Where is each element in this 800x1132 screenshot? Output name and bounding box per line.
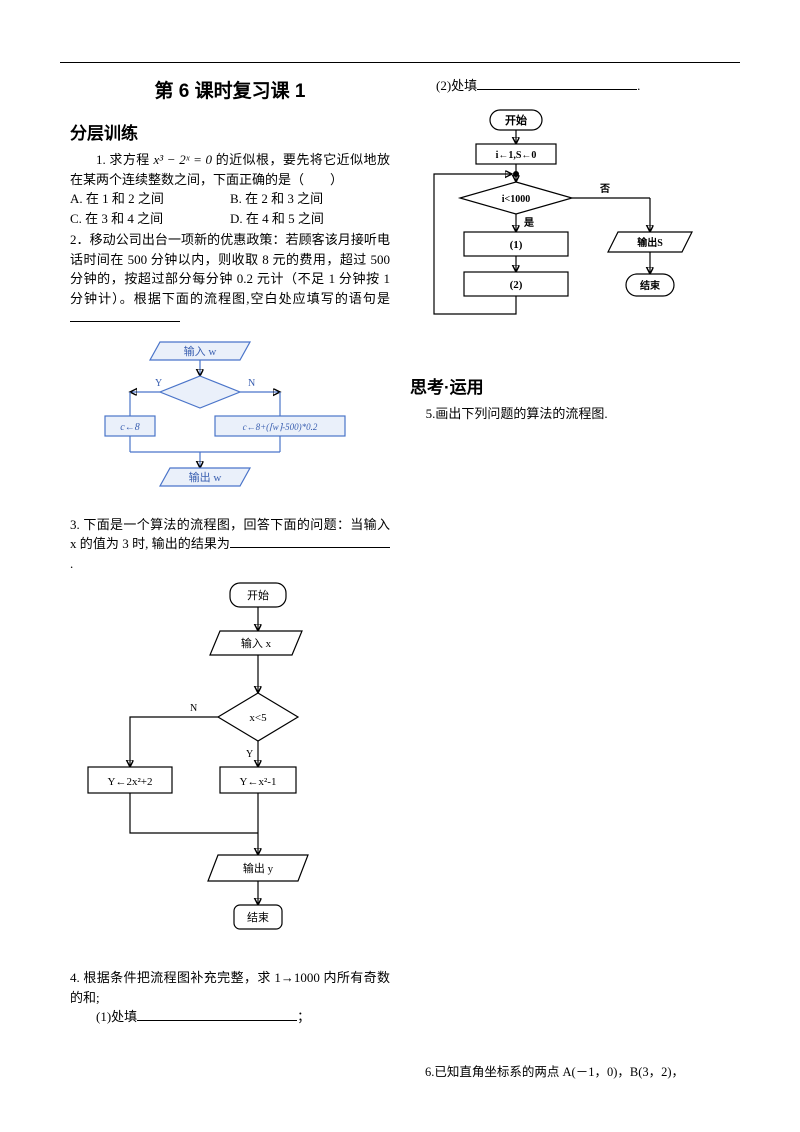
right-column: (2)处填. 开始 i←1,S←0 i<1000 否 输出S <box>410 76 730 1082</box>
q4-no: 否 <box>599 183 610 195</box>
q4-flowchart: 开始 i←1,S←0 i<1000 否 输出S 结束 是 <box>420 104 720 344</box>
line <box>130 717 218 767</box>
q6: 6.已知直角坐标系的两点 A(－1，0)，B(3，2)， <box>410 1063 730 1082</box>
q3-n: N <box>190 703 197 714</box>
q1-opt-b: B. 在 2 和 3 之间 <box>230 189 390 209</box>
page: 第 6 课时复习课 1 分层训练 1. 求方程 x³ − 2ˣ = 0 的近似根… <box>0 0 800 1132</box>
q3-blank <box>230 535 390 548</box>
q3-right: Y←x²-1 <box>240 776 277 788</box>
q1-opt-c: C. 在 3 和 4 之间 <box>70 209 230 229</box>
q1-stem: 1. 求方程 x³ − 2ˣ = 0 的近似根，要先将它近似地放在某两个连续整数… <box>70 150 390 189</box>
q4-sub1: (1)处填 ； <box>70 1007 390 1027</box>
q4-2-blank <box>477 77 637 90</box>
q3-out: 输出 y <box>243 861 274 875</box>
q3-cond: x<5 <box>249 712 267 724</box>
q4-b2: (2) <box>510 279 523 291</box>
q3-left: Y←2x²+2 <box>108 776 153 788</box>
q3-y: Y <box>246 749 253 760</box>
q4-2-dot: . <box>637 78 640 93</box>
q3-end: 结束 <box>247 911 269 924</box>
q4-stem: 4. 根据条件把流程图补充完整，求 1→1000 内所有奇数的和; <box>70 968 390 1007</box>
q2-out-text: 输出 w <box>189 470 222 484</box>
q4-1-blank <box>137 1008 297 1021</box>
q2-text: 2．移动公司出台一项新的优惠政策：若顾客该月接听电话时间在 500 分钟以内，则… <box>70 232 390 306</box>
loop-dot <box>513 171 519 177</box>
q4-out: 输出S <box>637 236 663 249</box>
section-train: 分层训练 <box>70 119 390 144</box>
q2-flowchart: 输入 w Y N c←8 c←8+(⌈w⌉-500)*0.2 输出 w <box>100 334 360 504</box>
q4-cond: i<1000 <box>502 194 530 205</box>
q3-b: . <box>70 556 73 571</box>
q1-opt-a: A. 在 1 和 2 之间 <box>70 189 230 209</box>
q3-in: 输入 x <box>241 636 272 650</box>
q4-2-label: (2)处填 <box>436 78 477 93</box>
q1-expr: x³ − 2ˣ = 0 <box>153 152 212 167</box>
q2-y: Y <box>155 378 162 389</box>
q2-blank <box>70 309 180 322</box>
line <box>130 793 258 833</box>
section-think: 思考·运用 <box>410 373 730 398</box>
q2-left-text: c←8 <box>120 422 139 433</box>
left-column: 第 6 课时复习课 1 分层训练 1. 求方程 x³ − 2ˣ = 0 的近似根… <box>70 76 390 1027</box>
q4-start: 开始 <box>505 113 527 127</box>
q2-input-text: 输入 w <box>184 344 217 358</box>
q3-stem: 3. 下面是一个算法的流程图，回答下面的问题：当输入 x 的值为 3 时, 输出… <box>70 515 390 574</box>
q4-sub2: (2)处填. <box>410 76 730 96</box>
q2-n: N <box>248 378 255 389</box>
q4-b1: (1) <box>510 239 523 251</box>
q4-init: i←1,S←0 <box>496 150 537 161</box>
q5: 5.画出下列问题的算法的流程图. <box>410 404 730 424</box>
top-rule <box>60 62 740 63</box>
page-title: 第 6 课时复习课 1 <box>70 76 390 103</box>
q4-yes: 是 <box>523 217 534 229</box>
q4-a: 4. 根据条件把流程图补充完整，求 1→1000 内所有奇数的和; <box>70 970 390 1005</box>
q1-opt-d: D. 在 4 和 5 之间 <box>230 209 390 229</box>
q2-decision <box>160 376 240 408</box>
q4-1-label: (1)处填 <box>96 1009 137 1024</box>
q1-options: A. 在 1 和 2 之间 B. 在 2 和 3 之间 C. 在 3 和 4 之… <box>70 189 390 228</box>
q3-start: 开始 <box>247 588 269 602</box>
q1-stem-a: 1. 求方程 <box>96 152 150 167</box>
q4-end: 结束 <box>640 279 661 292</box>
q3-flowchart: 开始 输入 x x<5 N Y Y←2x²+2 Y←x²-1 <box>70 575 390 945</box>
q2-right-text: c←8+(⌈w⌉-500)*0.2 <box>243 422 318 432</box>
q2-stem: 2．移动公司出台一项新的优惠政策：若顾客该月接听电话时间在 500 分钟以内，则… <box>70 230 390 328</box>
q4-1-semi: ； <box>297 1009 310 1024</box>
